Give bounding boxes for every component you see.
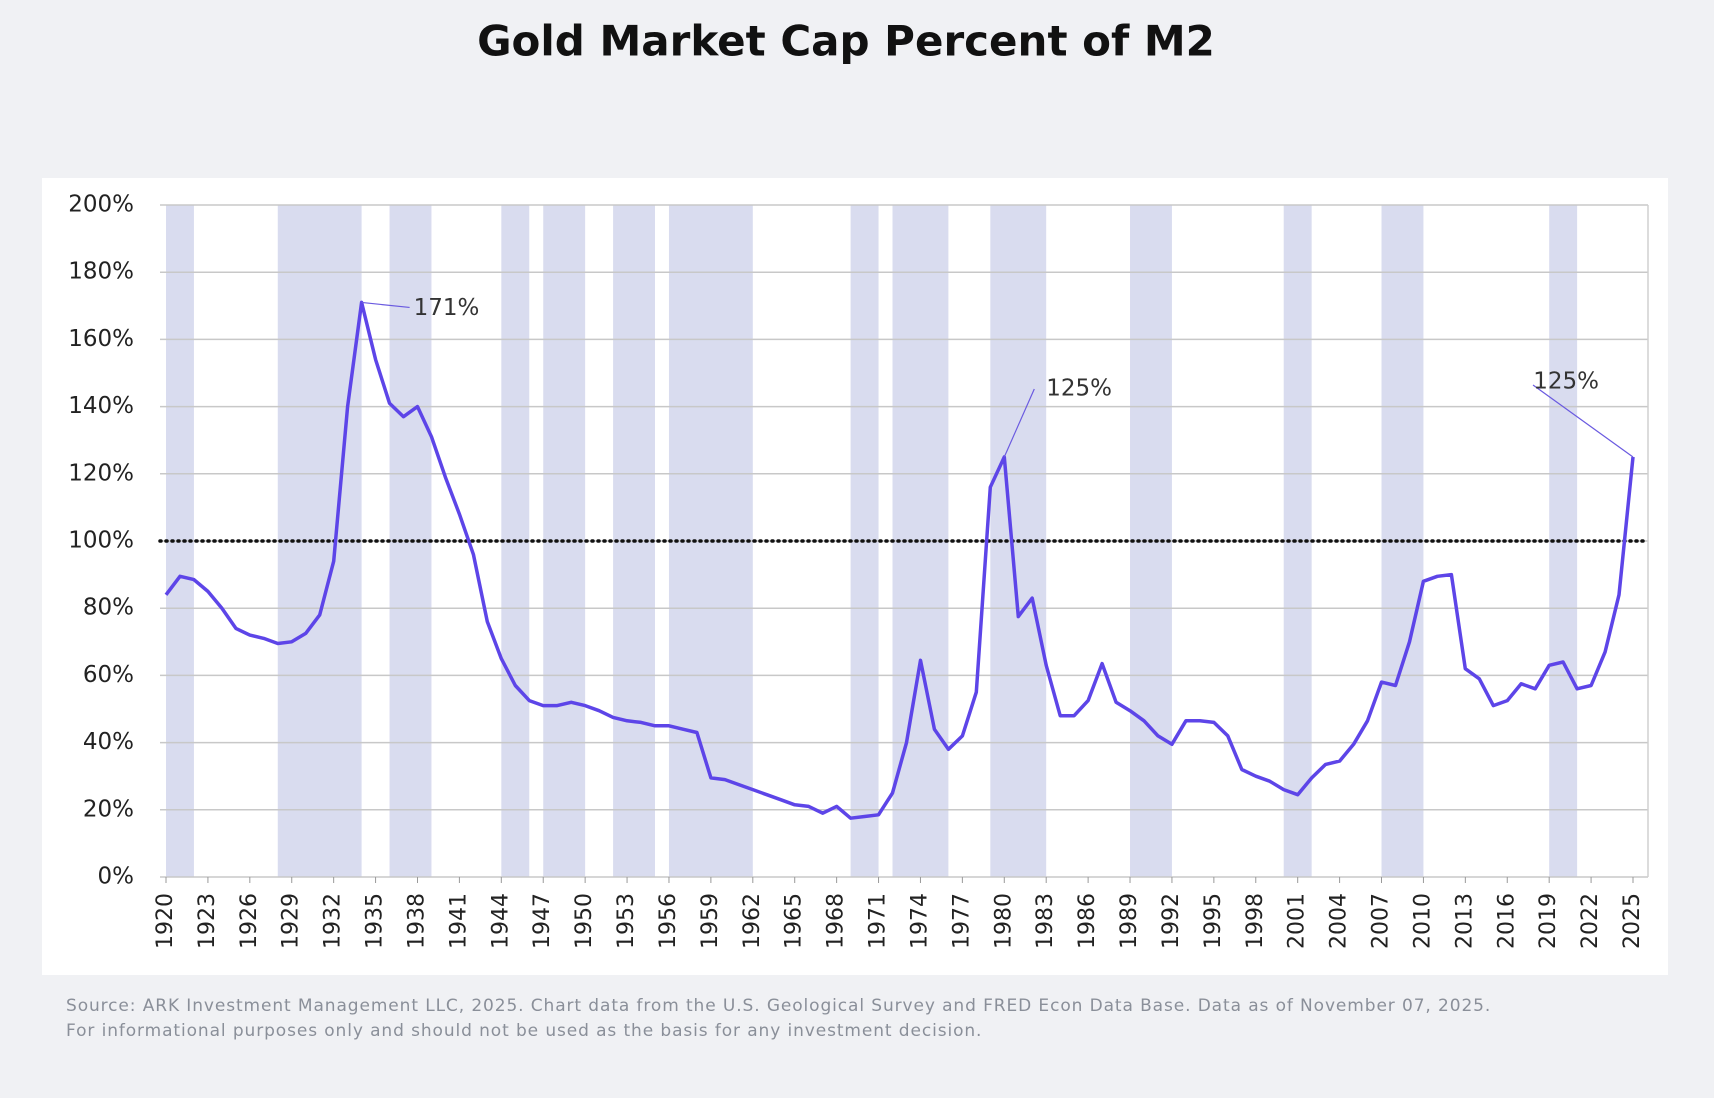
x-tick-label: 2004 xyxy=(1327,893,1352,949)
x-tick-label: 1971 xyxy=(866,893,891,949)
y-tick-label: 80% xyxy=(83,595,134,621)
x-tick-label: 2019 xyxy=(1536,893,1561,949)
x-tick-label: 2022 xyxy=(1578,893,1603,949)
x-tick-label: 2025 xyxy=(1620,893,1645,949)
y-tick-label: 20% xyxy=(83,796,134,822)
x-tick-label: 1938 xyxy=(404,893,429,949)
x-tick-label: 1998 xyxy=(1243,893,1268,949)
data-line xyxy=(164,300,1635,820)
x-tick-label: 1986 xyxy=(1075,893,1100,949)
disclaimer-note: For informational purposes only and shou… xyxy=(66,1021,982,1041)
y-tick-label: 0% xyxy=(98,864,135,890)
x-tick-label: 1989 xyxy=(1117,893,1142,949)
x-tick-label: 1947 xyxy=(530,893,555,949)
x-tick-label: 1968 xyxy=(824,893,849,949)
x-tick-label: 1983 xyxy=(1033,893,1058,949)
chart-title: Gold Market Cap Percent of M2 xyxy=(477,17,1215,66)
x-tick-label: 1926 xyxy=(237,893,262,949)
y-tick-label: 60% xyxy=(83,662,134,688)
x-tick-label: 1944 xyxy=(488,893,513,949)
annotation-leader xyxy=(361,301,410,309)
y-tick-label: 120% xyxy=(68,460,134,486)
annotation-label: 171% xyxy=(414,295,480,321)
x-tick-label: 1929 xyxy=(279,893,304,949)
x-tick-label: 1977 xyxy=(949,893,974,949)
x-tick-label: 1923 xyxy=(195,893,220,949)
x-tick-label: 2007 xyxy=(1369,893,1394,949)
y-tick-label: 140% xyxy=(68,393,134,419)
annotation-label: 125% xyxy=(1046,376,1112,402)
x-tick-label: 1995 xyxy=(1201,893,1226,949)
x-tick-label: 2016 xyxy=(1494,893,1519,949)
y-tick-label: 180% xyxy=(68,259,134,285)
x-tick-label: 1965 xyxy=(782,893,807,949)
x-tick-label: 1956 xyxy=(656,893,681,949)
x-tick-label: 1962 xyxy=(740,893,765,949)
annotation-leader xyxy=(1003,388,1035,458)
annotation-label: 125% xyxy=(1533,369,1599,395)
x-tick-label: 1920 xyxy=(153,893,178,949)
y-tick-label: 40% xyxy=(83,729,134,755)
x-tick-label: 1959 xyxy=(698,893,723,949)
x-tick-label: 1932 xyxy=(321,893,346,949)
annotation-leader xyxy=(1532,384,1634,458)
y-tick-label: 160% xyxy=(68,326,134,352)
x-tick-label: 1935 xyxy=(363,893,388,949)
y-tick-label: 200% xyxy=(68,192,134,218)
x-tick-label: 2001 xyxy=(1285,893,1310,949)
x-tick-label: 1953 xyxy=(614,893,639,949)
x-tick-label: 2010 xyxy=(1410,893,1435,949)
x-tick-label: 1992 xyxy=(1159,893,1184,949)
x-tick-label: 2013 xyxy=(1452,893,1477,949)
x-tick-label: 1950 xyxy=(572,893,597,949)
x-tick-label: 1941 xyxy=(446,893,471,949)
x-tick-label: 1974 xyxy=(907,893,932,949)
source-note: Source: ARK Investment Management LLC, 2… xyxy=(66,996,1491,1016)
y-tick-label: 100% xyxy=(68,528,134,554)
x-tick-label: 1980 xyxy=(991,893,1016,949)
